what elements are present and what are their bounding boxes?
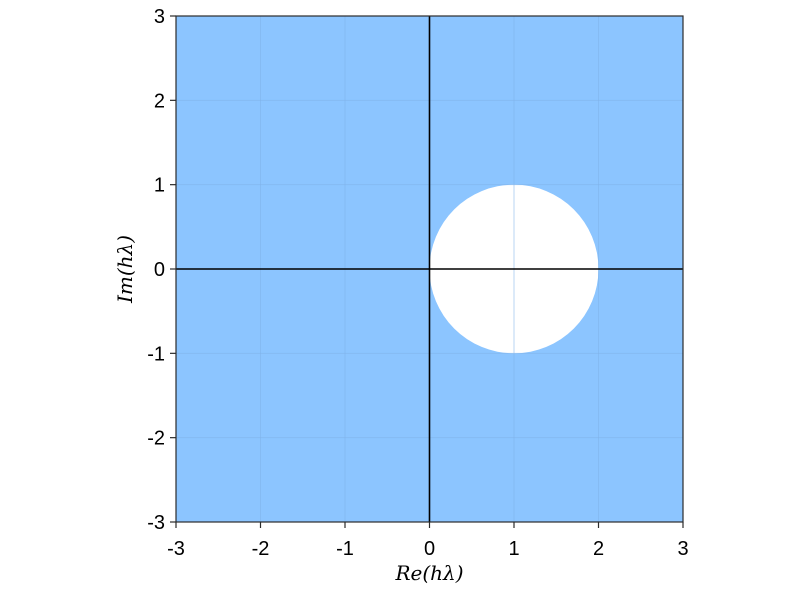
x-tick-label: -3 xyxy=(167,538,185,560)
y-tick-label: 3 xyxy=(154,6,165,28)
y-axis-ticks xyxy=(170,15,176,523)
x-tick-label: 3 xyxy=(677,538,688,560)
y-tick-label: 1 xyxy=(154,175,165,197)
x-axis-tick-labels: -3 -2 -1 0 1 2 3 xyxy=(167,538,688,560)
x-axis-ticks xyxy=(175,522,684,528)
x-tick-label: 0 xyxy=(424,538,435,560)
y-tick-label: 2 xyxy=(154,90,165,112)
x-axis-label: Re(hλ) xyxy=(394,561,463,585)
y-tick-label: -3 xyxy=(147,512,165,534)
x-tick-label: 2 xyxy=(593,538,604,560)
y-tick-label: -1 xyxy=(147,343,165,365)
x-tick-label: -2 xyxy=(252,538,270,560)
y-axis-label: Im(hλ) xyxy=(113,235,137,304)
y-tick-label: -2 xyxy=(147,428,165,450)
y-axis-tick-labels: -3 -2 -1 0 1 2 3 xyxy=(147,6,165,534)
x-tick-label: 1 xyxy=(508,538,519,560)
y-tick-label: 0 xyxy=(154,259,165,281)
x-tick-label: -1 xyxy=(336,538,354,560)
